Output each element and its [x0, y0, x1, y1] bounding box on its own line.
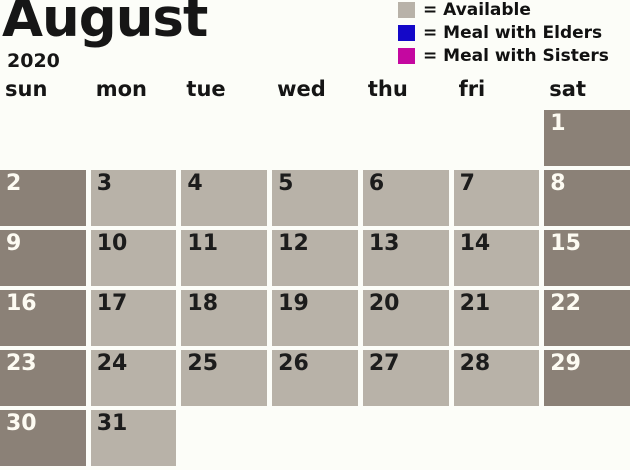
weekday-header-thu: thu: [367, 77, 408, 101]
day-cell-10[interactable]: 10: [90, 230, 177, 286]
day-number: 12: [278, 231, 309, 256]
legend-item-meal-with-sisters: = Meal with Sisters: [398, 45, 609, 66]
day-cell-2[interactable]: 2: [0, 170, 86, 226]
day-number: 1: [550, 111, 566, 136]
day-cell-4[interactable]: 4: [181, 170, 268, 226]
empty-cell: [272, 110, 358, 166]
year-label: 2020: [7, 50, 60, 72]
day-cell-27[interactable]: 27: [362, 350, 449, 406]
day-number: 24: [96, 351, 128, 376]
day-cell-6[interactable]: 6: [362, 170, 449, 226]
day-cell-11[interactable]: 11: [181, 230, 268, 286]
day-number: 23: [6, 351, 37, 376]
day-number: 3: [96, 171, 113, 196]
day-cell-15[interactable]: 15: [544, 230, 630, 286]
day-number: 10: [96, 231, 128, 256]
day-cell-31[interactable]: 31: [90, 410, 177, 466]
day-cell-8[interactable]: 8: [544, 170, 630, 226]
day-number: 28: [459, 351, 491, 376]
empty-cell: [181, 110, 267, 166]
day-cell-14[interactable]: 14: [453, 230, 540, 286]
day-cell-17[interactable]: 17: [90, 290, 177, 346]
day-cell-1[interactable]: 1: [544, 110, 630, 166]
legend-label: = Available: [423, 0, 531, 20]
empty-cell: [0, 110, 86, 166]
weekday-header-mon: mon: [95, 77, 147, 101]
legend-item-meal-with-elders: = Meal with Elders: [398, 22, 609, 43]
available-swatch-icon: [398, 2, 415, 18]
weekday-header-row: sun mon tue wed thu fri sat: [0, 76, 630, 103]
day-number: 4: [187, 171, 203, 196]
day-cell-13[interactable]: 13: [362, 230, 449, 286]
empty-cell: [544, 410, 630, 466]
day-cell-19[interactable]: 19: [272, 290, 358, 346]
day-cell-20[interactable]: 20: [362, 290, 449, 346]
weekday-header-tue: tue: [186, 77, 226, 101]
day-number: 15: [550, 231, 581, 256]
day-number: 19: [278, 291, 309, 316]
day-number: 22: [550, 291, 581, 316]
day-number: 5: [278, 171, 294, 196]
day-cell-23[interactable]: 23: [0, 350, 86, 406]
legend-label: = Meal with Elders: [423, 22, 603, 43]
day-number: 17: [96, 291, 128, 316]
meal-with-sisters-swatch-icon: [398, 48, 415, 64]
day-cell-29[interactable]: 29: [544, 350, 630, 406]
day-cell-21[interactable]: 21: [453, 290, 540, 346]
day-number: 20: [368, 291, 400, 316]
day-cell-28[interactable]: 28: [453, 350, 540, 406]
day-number: 13: [368, 231, 400, 256]
empty-cell: [181, 410, 267, 466]
weekday-header-sun: sun: [5, 77, 48, 101]
day-cell-24[interactable]: 24: [90, 350, 177, 406]
day-number: 9: [6, 231, 22, 256]
day-cell-5[interactable]: 5: [272, 170, 358, 226]
day-number: 21: [459, 291, 491, 316]
day-number: 18: [187, 291, 219, 316]
empty-cell: [363, 110, 449, 166]
legend: = Available = Meal with Elders = Meal with…: [398, 0, 609, 66]
day-number: 27: [368, 351, 400, 376]
month-title: August: [2, 0, 208, 49]
day-cell-3[interactable]: 3: [90, 170, 177, 226]
day-cell-16[interactable]: 16: [0, 290, 86, 346]
empty-cell: [454, 410, 540, 466]
day-number: 26: [278, 351, 309, 376]
day-number: 30: [6, 411, 37, 436]
empty-cell: [272, 410, 358, 466]
empty-cell: [454, 110, 540, 166]
day-cell-9[interactable]: 9: [0, 230, 86, 286]
day-number: 16: [6, 291, 37, 316]
day-cell-12[interactable]: 12: [272, 230, 358, 286]
legend-item-available: = Available: [398, 0, 609, 20]
legend-label: = Meal with Sisters: [423, 45, 609, 66]
weekday-header-sat: sat: [549, 77, 586, 101]
day-number: 2: [6, 171, 22, 196]
day-number: 7: [459, 171, 475, 196]
calendar-grid: 1 2 3 4 5 6 7 8 9 10 11 12 13 14 15 16 17 18 19 20 21 22 23 24 2…: [0, 110, 630, 466]
weekday-header-wed: wed: [277, 77, 326, 101]
day-number: 11: [187, 231, 219, 256]
meal-with-elders-swatch-icon: [398, 25, 415, 41]
day-cell-18[interactable]: 18: [181, 290, 268, 346]
day-cell-30[interactable]: 30: [0, 410, 86, 466]
empty-cell: [363, 410, 449, 466]
day-number: 29: [550, 351, 581, 376]
day-cell-25[interactable]: 25: [181, 350, 268, 406]
day-cell-7[interactable]: 7: [453, 170, 540, 226]
empty-cell: [91, 110, 177, 166]
day-number: 25: [187, 351, 219, 376]
day-number: 31: [96, 411, 128, 436]
day-cell-26[interactable]: 26: [272, 350, 358, 406]
day-number: 14: [459, 231, 491, 256]
day-number: 8: [550, 171, 566, 196]
weekday-header-fri: fri: [458, 77, 486, 101]
day-number: 6: [368, 171, 385, 196]
day-cell-22[interactable]: 22: [544, 290, 630, 346]
